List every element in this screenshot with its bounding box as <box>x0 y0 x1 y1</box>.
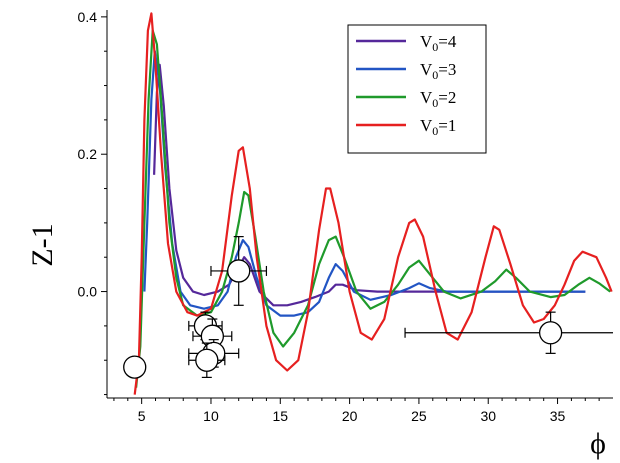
x-tick-label: 30 <box>480 408 496 424</box>
x-tick-label: 10 <box>203 408 219 424</box>
experimental-point <box>195 348 219 372</box>
x-axis-label: ϕ <box>590 427 606 460</box>
x-tick-label: 35 <box>550 408 566 424</box>
y-tick-label: 0.4 <box>78 9 98 25</box>
experimental-points <box>123 236 613 379</box>
legend-label: V0=4 <box>420 32 457 54</box>
series-line-v0-2 <box>135 29 611 388</box>
x-tick-label: 5 <box>138 408 146 424</box>
x-tick-label: 25 <box>411 408 427 424</box>
legend-label: V0=3 <box>420 60 456 82</box>
y-tick-label: 0.0 <box>78 284 98 300</box>
experimental-point <box>123 355 147 379</box>
series-line-v0-1 <box>133 12 613 395</box>
axes: 5 10 15 20 25 30 35 0.4 0.2 0.0 <box>78 9 613 424</box>
x-tick-label: 15 <box>272 408 288 424</box>
y-tick-label: 0.2 <box>78 146 98 162</box>
series-group <box>133 12 613 395</box>
legend-label: V0=2 <box>420 88 456 110</box>
y-axis-label: Z-1 <box>26 223 59 266</box>
legend: V0=4 V0=3 V0=2 V0=1 <box>347 24 487 154</box>
experimental-point <box>227 259 251 283</box>
experimental-point <box>538 321 563 345</box>
plot-area <box>123 12 613 395</box>
legend-label: V0=1 <box>420 116 456 138</box>
legend-box <box>347 24 487 154</box>
x-tick-label: 20 <box>342 408 358 424</box>
